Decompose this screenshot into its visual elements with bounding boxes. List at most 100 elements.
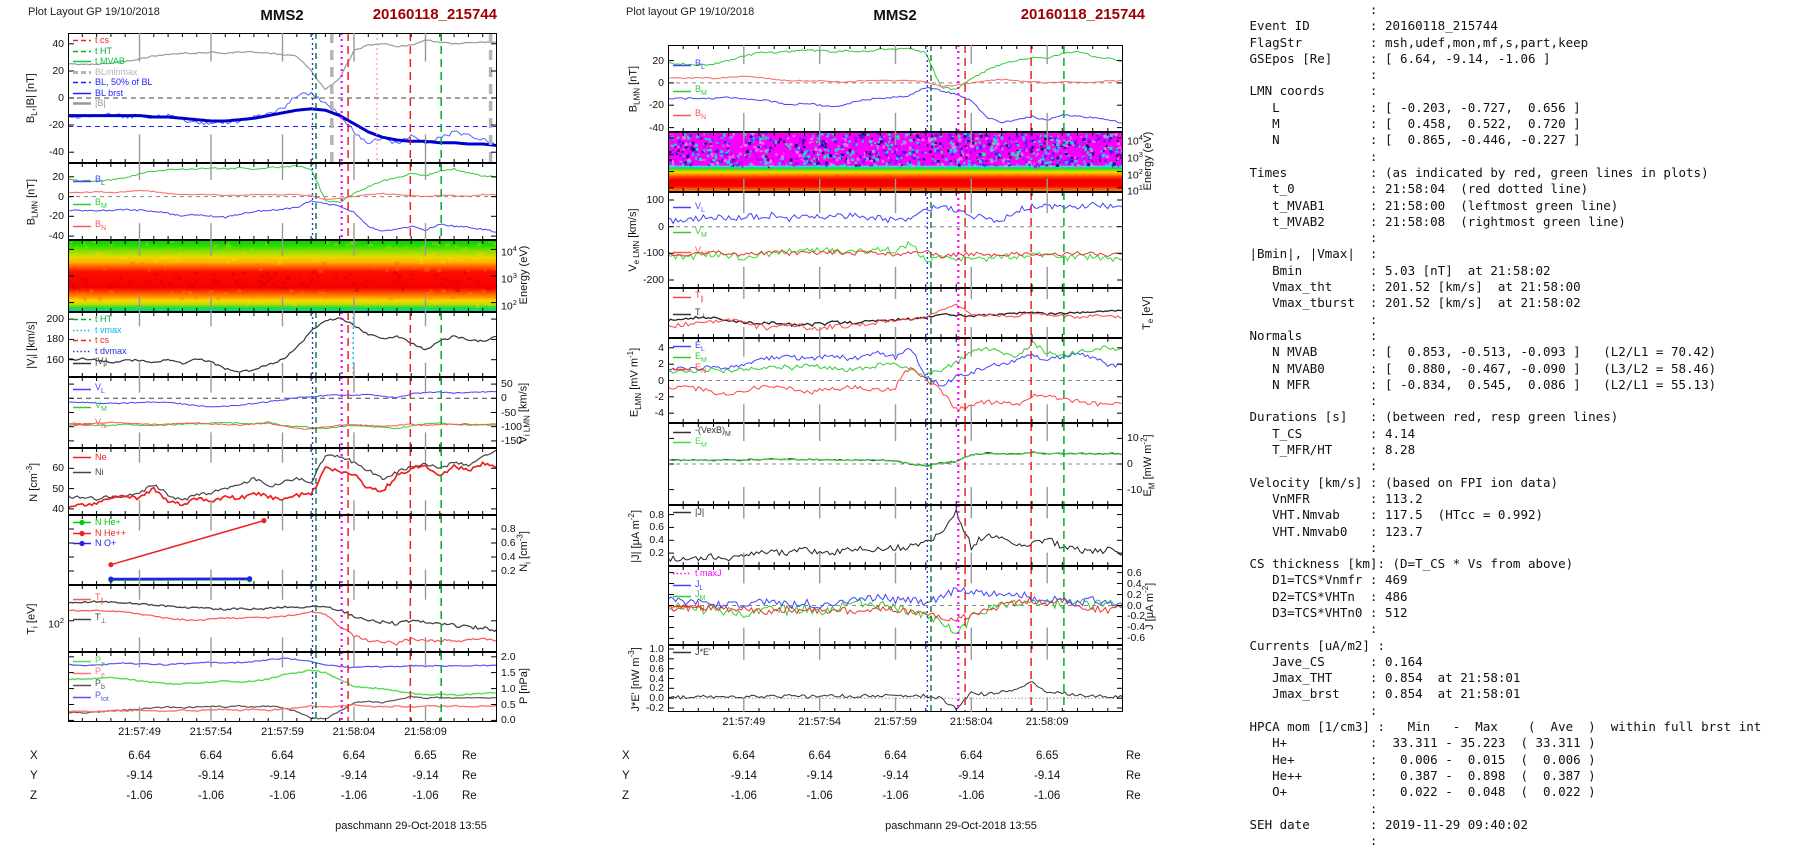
legend-label: T⊥: [95, 613, 107, 626]
legend-label: VL: [695, 202, 705, 215]
ephemeris-value: -1.06: [712, 790, 776, 802]
axis-label-ve-lmn: Ve LMN [km/s]: [627, 192, 641, 288]
ephemeris-value: -1.06: [322, 790, 386, 802]
panel-plot-ve-lmn: [668, 192, 1123, 288]
series-en: [668, 367, 1123, 411]
panel-jdote: J*E': [668, 645, 1123, 712]
legend-entry: N He++: [73, 529, 126, 538]
legend-entry: Ni: [73, 468, 104, 477]
plot-footer: paschmann 29-Oct-2018 13:55: [291, 820, 531, 832]
ephemeris-value: -1.06: [1015, 790, 1079, 802]
legend-label: |B|: [95, 99, 106, 108]
time-tick-label: 21:58:09: [391, 726, 461, 738]
legend-entry: BL brst: [73, 89, 123, 98]
ephemeris-row-label: X: [622, 750, 630, 762]
ephemeris-value: -9.14: [939, 770, 1003, 782]
panel-plot-exb-em: [668, 423, 1123, 505]
ephemeris-value: -9.14: [251, 770, 315, 782]
legend-label: BN: [95, 220, 106, 233]
legend-label: BL: [695, 59, 705, 72]
ephemeris-unit: Re: [462, 770, 477, 782]
legend-entry: VM: [73, 401, 107, 414]
panel-plot-e-lmn: [668, 338, 1123, 423]
event-id-title: 20160118_215744: [1021, 6, 1145, 23]
legend-label: T⊥: [695, 308, 707, 321]
panel-plot-j-mag: [668, 505, 1123, 566]
legend-entry: N He+: [73, 518, 121, 527]
axis-label-right-exb-em: EM [mW m-2]: [1140, 424, 1157, 506]
legend-label: BL: [95, 175, 105, 188]
series-t-par: [668, 304, 1123, 330]
axis-label-right-n-minor-ions: Ni [cm-3]: [516, 516, 533, 586]
ephemeris-value: 6.64: [939, 750, 1003, 762]
axis-label-bl-b: BL,|B| [nT]: [25, 33, 39, 163]
middle-plot-column: Plot layout GP 19/10/2018 MMS2 20160118_…: [560, 0, 1160, 841]
event-id-title: 20160118_215744: [373, 6, 497, 23]
panel-plot-vi-mag: [68, 312, 497, 377]
legend-label: N O+: [95, 539, 116, 548]
legend-entry: EN: [673, 363, 706, 376]
legend-label: EN: [695, 363, 706, 376]
legend-label: T∥: [695, 291, 704, 304]
panel-plot-j-lmn: [668, 566, 1123, 645]
ephemeris-value: -9.14: [394, 770, 458, 782]
panel-plot-b-lmn: [68, 163, 497, 240]
legend-entry: VN: [673, 246, 706, 259]
axis-label-vi-mag: |Vi| [km/s]: [25, 312, 39, 377]
ephemeris-row-label: X: [30, 750, 38, 762]
legend-entry: t cs: [73, 36, 109, 45]
legend-label: VM: [695, 227, 707, 240]
event-info-panel: : Event ID : 20160118_215744 FlagStr : m…: [1242, 2, 1802, 849]
legend-entry: BL: [673, 59, 705, 72]
panel-plot-pressure: [68, 652, 497, 722]
legend-label: JN: [695, 601, 705, 614]
legend-entry: t vmax: [73, 326, 122, 335]
time-tick-label: 21:57:59: [861, 716, 931, 728]
ephemeris-row-label: Y: [622, 770, 630, 782]
panel-ti: T∥ T⊥: [68, 585, 497, 652]
legend-label: BL brst: [95, 89, 123, 98]
legend-label: BM: [695, 85, 707, 98]
ephemeris-value: 6.64: [322, 750, 386, 762]
ephemeris-unit: Re: [1126, 770, 1141, 782]
panel-plot-e-energy-spec: [668, 132, 1123, 192]
ephemeris-row-label: Y: [30, 770, 38, 782]
legend-label: t MVAB: [95, 57, 125, 66]
legend-entry: t cs: [73, 336, 109, 345]
legend-entry: BN: [73, 220, 106, 233]
panel-ve-lmn: VL VM VN: [668, 192, 1123, 288]
legend-entry: T∥: [73, 593, 104, 606]
axis-label-e-lmn: ELMN [mV m-1]: [626, 339, 643, 424]
legend-label: EM: [695, 437, 707, 450]
legend-entry: EM: [673, 437, 707, 450]
legend-entry: JN: [673, 601, 705, 614]
ephemeris-value: 6.64: [788, 750, 852, 762]
time-tick-label: 21:57:49: [709, 716, 779, 728]
ephemeris-value: 6.64: [108, 750, 172, 762]
spacecraft-title: MMS2: [845, 7, 945, 24]
legend-entry: Ne: [73, 453, 107, 462]
legend-entry: |Vi|: [73, 357, 107, 370]
legend-entry: |J|: [673, 508, 704, 517]
panel-j-mag: |J|: [668, 505, 1123, 566]
left-plot-column: Plot Layout GP 19/10/2018 MMS2 20160118_…: [0, 0, 560, 841]
panel-ion-energy-spec: [68, 240, 497, 312]
legend-label: |J|: [695, 508, 704, 517]
ephemeris-unit: Re: [462, 790, 477, 802]
ephemeris-row-label: Z: [622, 790, 629, 802]
axis-label-right-e-energy-spec: Energy (eV): [1142, 131, 1154, 191]
panel-plot-ion-energy-spec: [68, 240, 497, 312]
ephemeris-value: 6.65: [394, 750, 458, 762]
ephemeris-value: -1.06: [394, 790, 458, 802]
plot-footer: paschmann 29-Oct-2018 13:55: [841, 820, 1081, 832]
axis-label-b-lmn: BLMN [nT]: [25, 163, 39, 240]
legend-label: Ne: [95, 453, 107, 462]
ephemeris-value: -1.06: [179, 790, 243, 802]
axis-label-jdote: J*E' [nW m-3]: [627, 645, 642, 712]
